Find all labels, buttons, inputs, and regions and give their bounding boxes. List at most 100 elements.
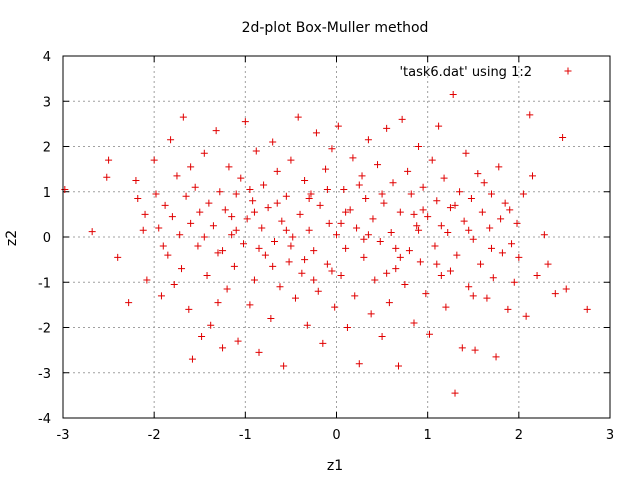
data-point xyxy=(351,292,359,300)
data-point xyxy=(333,231,340,239)
data-point xyxy=(168,213,176,221)
data-point xyxy=(323,260,331,268)
data-point xyxy=(487,244,495,252)
data-point xyxy=(278,217,286,225)
data-point xyxy=(453,251,461,259)
data-point xyxy=(214,299,222,307)
data-point xyxy=(449,90,457,98)
data-point xyxy=(394,362,402,370)
data-point xyxy=(312,129,320,137)
data-point xyxy=(141,210,149,218)
data-point xyxy=(462,149,470,157)
data-point xyxy=(255,348,263,356)
data-point xyxy=(480,179,488,187)
data-point xyxy=(230,262,238,270)
data-point xyxy=(125,299,133,307)
data-point xyxy=(287,242,295,250)
data-point xyxy=(410,210,418,218)
data-point xyxy=(269,138,277,146)
data-points xyxy=(61,90,591,397)
data-point xyxy=(355,360,363,368)
data-point xyxy=(307,190,315,198)
data-point xyxy=(185,305,193,313)
data-point xyxy=(337,219,345,227)
legend-marker-plus xyxy=(564,67,572,75)
data-point xyxy=(173,172,181,180)
data-point xyxy=(340,185,348,193)
data-point xyxy=(469,292,477,300)
data-point xyxy=(305,195,313,203)
data-point xyxy=(305,226,313,234)
y-axis-title: z2 xyxy=(4,230,20,246)
data-point xyxy=(371,276,379,284)
data-point xyxy=(282,226,290,234)
data-point xyxy=(415,226,423,234)
data-point xyxy=(250,276,258,284)
data-point xyxy=(255,244,263,252)
data-point xyxy=(410,319,418,327)
y-tick-label: 1 xyxy=(43,186,51,201)
y-tick-label: 3 xyxy=(43,95,51,110)
data-point xyxy=(469,235,477,243)
data-point xyxy=(187,163,195,171)
data-point xyxy=(205,199,213,207)
x-tick-label: -1 xyxy=(239,428,252,443)
data-point xyxy=(474,170,482,178)
data-point xyxy=(392,244,400,252)
data-point xyxy=(139,226,147,234)
data-point xyxy=(182,192,190,200)
data-point xyxy=(498,249,506,257)
data-point xyxy=(355,181,363,189)
data-point xyxy=(342,208,350,216)
data-point xyxy=(425,330,433,338)
data-point xyxy=(303,321,311,329)
data-point xyxy=(489,274,497,282)
data-point xyxy=(343,324,351,331)
data-point xyxy=(458,344,466,352)
data-point xyxy=(157,292,165,300)
data-point xyxy=(250,208,258,216)
data-point xyxy=(562,285,570,293)
x-tick-label: -2 xyxy=(148,428,161,443)
data-point xyxy=(360,235,368,243)
data-point xyxy=(310,247,318,255)
data-point xyxy=(301,176,309,184)
data-point xyxy=(583,305,591,313)
x-tick-label: -3 xyxy=(57,428,70,443)
data-point xyxy=(232,190,240,198)
data-point xyxy=(264,204,272,212)
data-point xyxy=(383,124,391,132)
data-point xyxy=(196,208,204,216)
data-point xyxy=(504,305,512,313)
data-point xyxy=(323,185,331,193)
data-point xyxy=(212,127,220,135)
data-point xyxy=(389,179,397,187)
data-point xyxy=(419,206,427,214)
data-point xyxy=(246,301,254,309)
data-point xyxy=(164,251,172,259)
data-point xyxy=(440,174,448,182)
data-point xyxy=(501,199,509,207)
data-point xyxy=(407,190,415,198)
data-point xyxy=(258,224,266,232)
data-point xyxy=(544,260,552,268)
y-tick-label: 4 xyxy=(43,50,51,65)
data-point xyxy=(296,210,304,218)
data-point xyxy=(519,190,527,198)
data-point xyxy=(291,294,299,302)
data-point xyxy=(289,233,297,241)
data-point xyxy=(362,195,370,203)
data-point xyxy=(358,172,366,180)
data-point xyxy=(383,269,391,277)
data-point xyxy=(271,238,279,246)
data-point xyxy=(310,276,318,284)
data-point xyxy=(179,113,187,121)
data-point xyxy=(387,228,395,236)
data-point xyxy=(337,271,345,279)
x-tick-label: 1 xyxy=(424,428,432,443)
data-point xyxy=(150,156,158,164)
y-tick-label: -4 xyxy=(38,412,51,427)
data-point xyxy=(385,299,393,307)
data-point xyxy=(325,219,333,227)
data-point xyxy=(225,163,233,171)
